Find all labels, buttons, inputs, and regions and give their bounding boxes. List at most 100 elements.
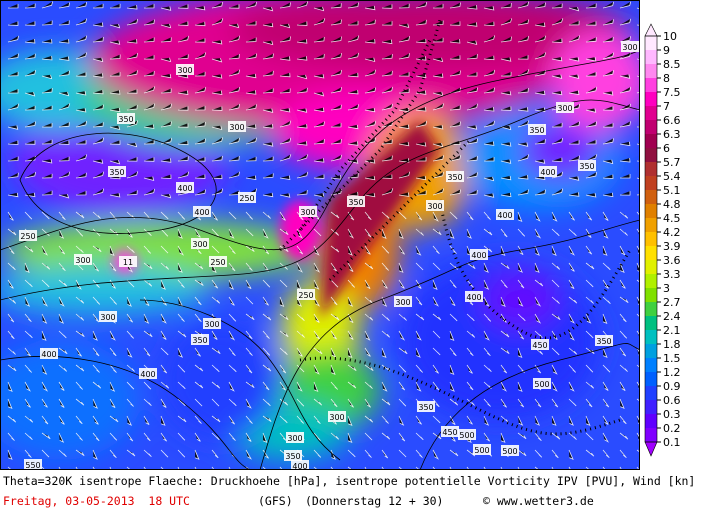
wind-barb <box>245 53 257 60</box>
wind-barb <box>449 313 458 322</box>
wind-barb <box>58 449 67 457</box>
wind-barb <box>126 142 138 148</box>
wind-barb <box>466 72 478 77</box>
wind-barb <box>262 53 274 60</box>
wind-barb <box>585 21 597 26</box>
wind-barb <box>466 228 472 239</box>
wind-barb <box>483 176 495 182</box>
wind-barb <box>58 398 65 408</box>
wind-barb <box>619 121 631 128</box>
wind-barb <box>109 193 121 198</box>
wind-barb <box>245 347 253 356</box>
wind-barb <box>143 262 153 270</box>
wind-barb <box>602 123 614 128</box>
wind-barb <box>517 189 529 196</box>
wind-barb <box>262 364 272 372</box>
wind-barb <box>177 35 189 43</box>
wind-barb <box>500 296 506 307</box>
wind-barb <box>568 211 575 221</box>
wind-barb <box>7 381 13 392</box>
wind-barb <box>568 262 575 272</box>
label-box <box>99 311 117 322</box>
wind-barb <box>110 72 121 77</box>
wind-barb <box>279 137 292 145</box>
wind-barb <box>58 211 66 221</box>
wind-barb <box>415 190 427 196</box>
wind-barb <box>262 173 274 179</box>
wind-barb <box>143 313 150 324</box>
wind-barb <box>347 262 354 272</box>
wind-barb <box>398 381 406 391</box>
wind-barb <box>58 347 68 355</box>
label-box <box>394 296 412 307</box>
wind-barb <box>347 2 359 9</box>
wind-barb <box>194 347 201 357</box>
color-band <box>645 218 657 233</box>
wind-barb <box>313 381 319 393</box>
wind-barb <box>466 381 474 391</box>
wind-barb <box>483 279 490 290</box>
wind-barb <box>160 364 168 374</box>
wind-barb <box>75 172 87 179</box>
wind-barb <box>466 125 478 130</box>
contour-label: 300 <box>287 434 302 443</box>
wind-barb <box>126 279 135 288</box>
wind-barb <box>381 415 389 424</box>
wind-barb <box>143 449 152 457</box>
contour-label: 400 <box>194 208 209 217</box>
wind-barb <box>347 124 359 130</box>
wind-barb <box>483 87 495 94</box>
wind-barb <box>7 313 15 323</box>
wind-barb <box>449 296 456 306</box>
wind-barb <box>296 87 308 94</box>
wind-barb <box>500 90 512 96</box>
wind-barb <box>228 86 240 94</box>
wind-barb <box>466 279 474 288</box>
wind-barb <box>500 106 512 111</box>
contour-label: 300 <box>229 123 244 132</box>
label-box <box>578 160 596 171</box>
wind-barb <box>619 449 627 459</box>
wind-barb <box>24 140 36 145</box>
wind-barb <box>568 432 577 440</box>
wind-barb <box>177 245 185 256</box>
wind-barb <box>483 347 491 357</box>
wind-barb <box>398 398 407 407</box>
wind-barb <box>398 330 406 341</box>
label-box <box>203 318 221 329</box>
contour-label: 300 <box>395 298 410 307</box>
wind-barb <box>517 381 523 392</box>
wind-barb <box>92 122 104 128</box>
wind-barb <box>24 38 36 44</box>
contour-label: 450 <box>442 428 457 437</box>
cbar-label: 3.6 <box>663 254 681 267</box>
wind-barb <box>211 74 223 79</box>
wind-barb <box>109 381 116 392</box>
wind-barb <box>194 121 206 128</box>
wind-barb <box>500 279 508 289</box>
wind-barb <box>466 172 478 179</box>
wind-barb <box>126 432 134 442</box>
wind-barb <box>517 154 530 162</box>
wind-barb <box>330 122 342 128</box>
wind-barb <box>296 189 308 196</box>
wind-barb <box>602 313 608 325</box>
wind-barb <box>41 364 48 375</box>
wind-barb <box>415 347 421 358</box>
cbar-label: 3 <box>663 282 670 295</box>
wind-barb <box>449 449 459 457</box>
wind-barb <box>143 3 155 9</box>
wind-barb <box>92 171 105 179</box>
label-box <box>108 166 126 177</box>
wind-barb <box>347 104 359 111</box>
wind-barb <box>211 415 221 423</box>
label-box <box>328 411 346 422</box>
wind-barb <box>194 279 204 286</box>
wind-barb <box>347 432 353 444</box>
wind-barb <box>483 398 491 407</box>
wind-barb <box>602 228 609 239</box>
wind-barb <box>279 120 292 128</box>
wind-barb <box>92 57 104 63</box>
label-box <box>284 450 302 461</box>
wind-barb <box>602 36 614 43</box>
